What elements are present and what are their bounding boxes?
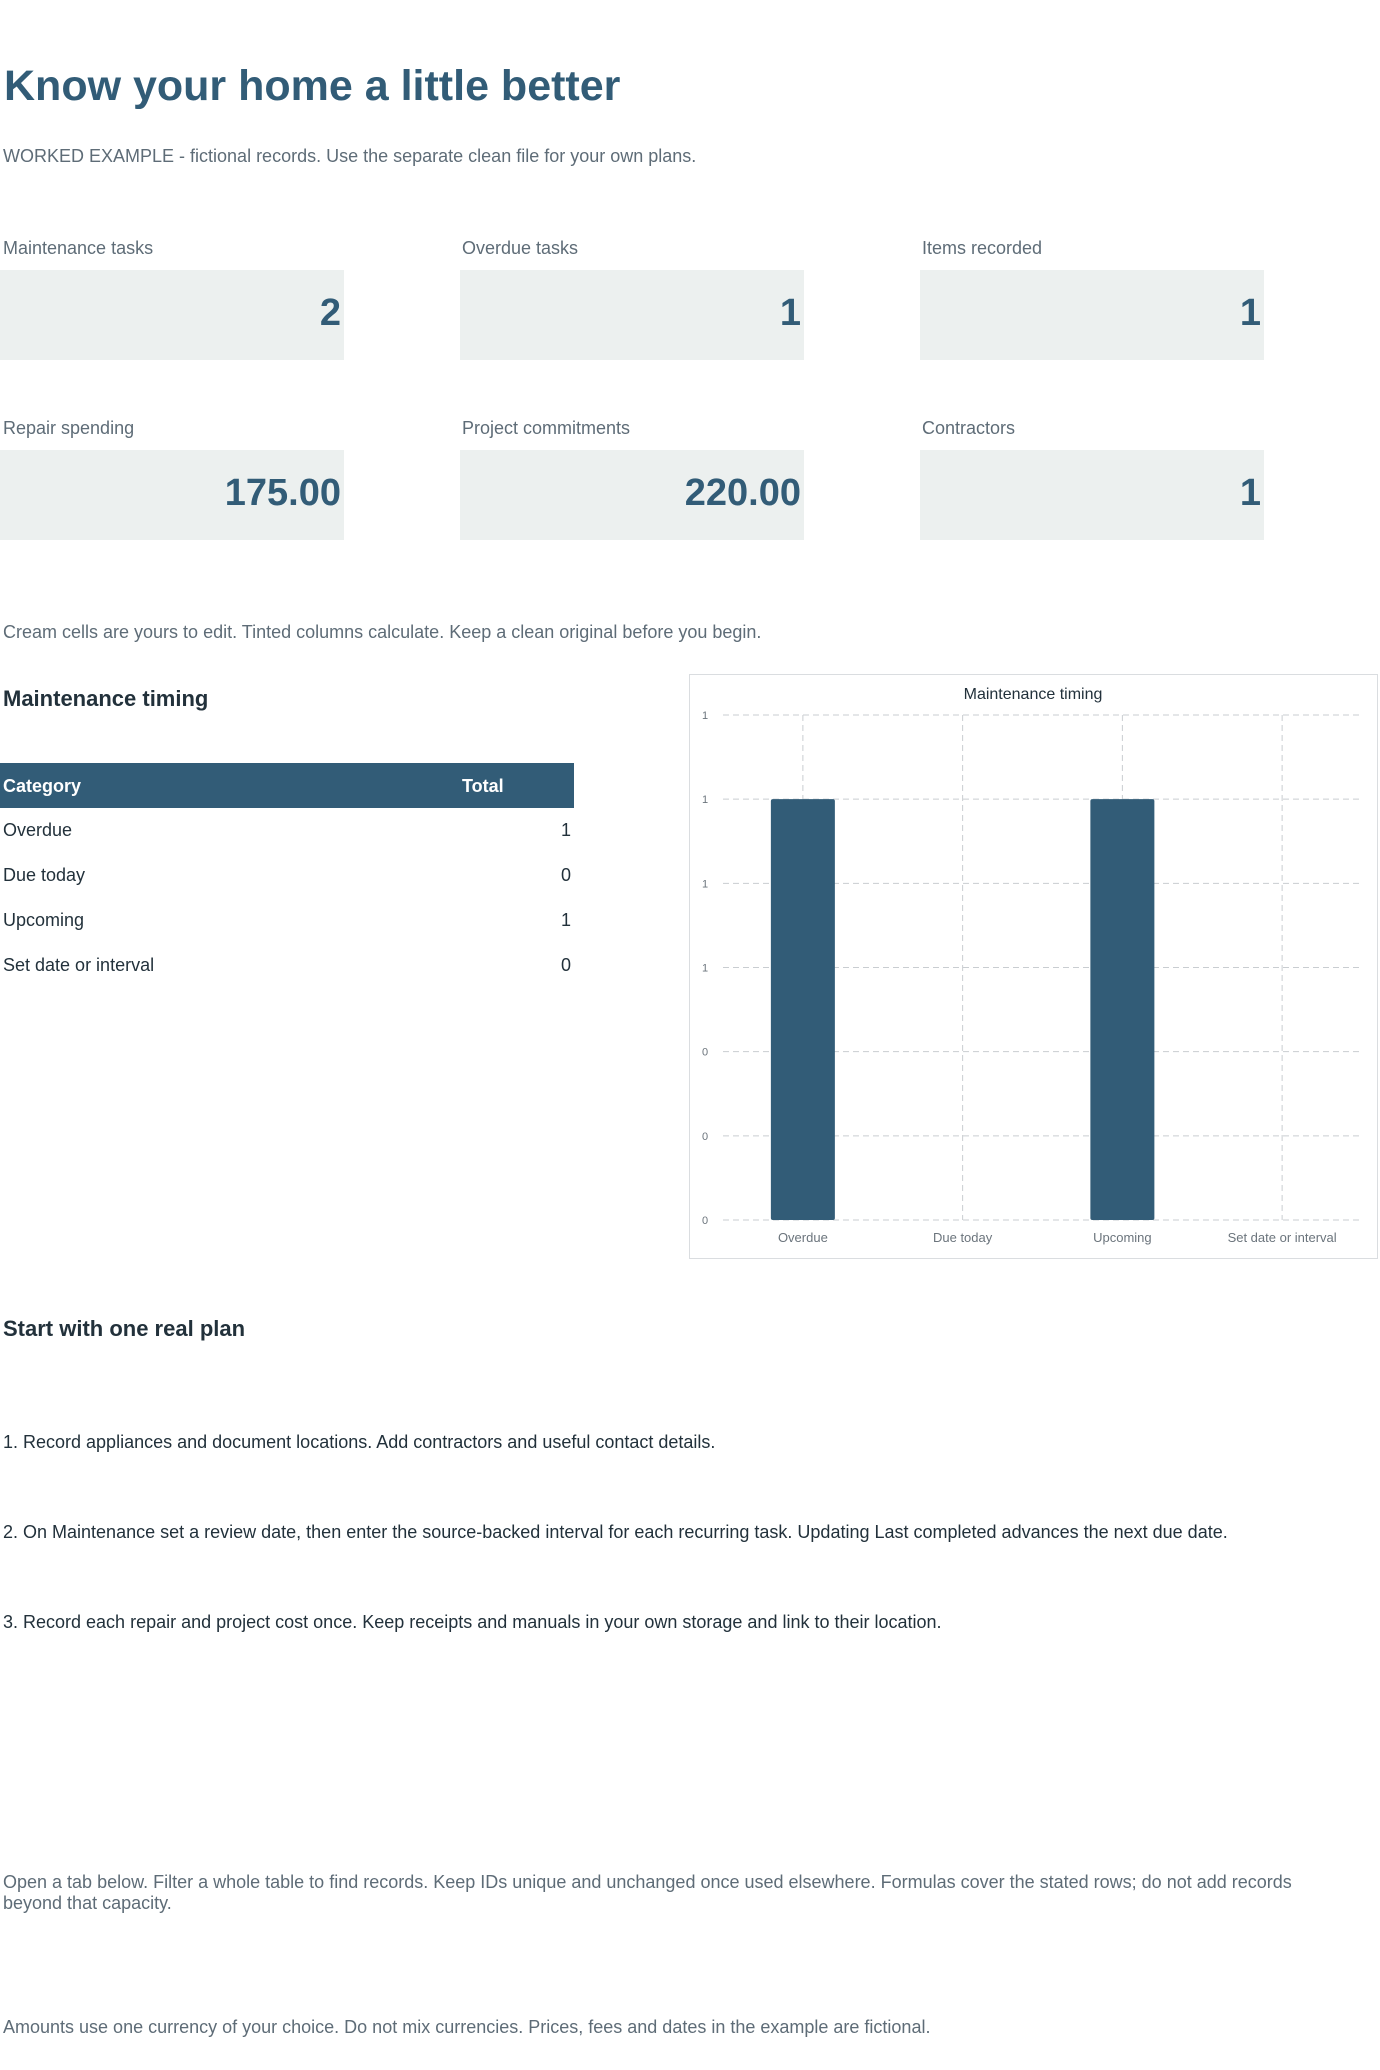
chart-x-tick-label: Upcoming bbox=[1093, 1230, 1152, 1245]
plan-step-3: 3. Record each repair and project cost o… bbox=[3, 1612, 942, 1632]
kpi-value-contractors: 1 bbox=[1239, 472, 1261, 514]
kpi-value-repair-spending: 175.00 bbox=[224, 472, 341, 514]
table-row[interactable]: Upcoming 1 bbox=[0, 898, 574, 943]
chart-y-tick-label: 0 bbox=[702, 1047, 708, 1059]
kpi-label-maintenance-tasks: Maintenance tasks bbox=[3, 238, 154, 258]
kpi-label-project-commitments: Project commitments bbox=[462, 418, 631, 438]
edit-note: Cream cells are yours to edit. Tinted co… bbox=[3, 622, 762, 642]
kpi-label-overdue-tasks: Overdue tasks bbox=[462, 238, 579, 258]
column-header-category: Category bbox=[3, 776, 82, 796]
currency-note: Amounts use one currency of your choice.… bbox=[3, 2017, 931, 2037]
column-header-total: Total bbox=[462, 776, 504, 796]
table-row[interactable]: Overdue 1 bbox=[0, 808, 574, 853]
table-row[interactable]: Set date or interval 0 bbox=[0, 943, 574, 988]
chart-bar bbox=[770, 799, 835, 1220]
chart-x-tick-label: Due today bbox=[933, 1230, 993, 1245]
tab-usage-note: Open a tab below. Filter a whole table t… bbox=[3, 1872, 1292, 1913]
chart-y-tick-label: 1 bbox=[702, 963, 708, 975]
kpi-card-contractors[interactable]: 1 bbox=[920, 450, 1264, 540]
chart-y-tick-label: 0 bbox=[702, 1215, 708, 1227]
page-title: Know your home a little better bbox=[4, 62, 621, 110]
maintenance-timing-chart[interactable]: Maintenance timing 0 0 0 1 1 1 1 Overdue Due tod… bbox=[689, 674, 1378, 1259]
kpi-value-maintenance-tasks: 2 bbox=[319, 292, 341, 334]
page-subtitle: WORKED EXAMPLE - fictional records. Use … bbox=[3, 146, 697, 166]
chart-bar bbox=[1090, 799, 1155, 1220]
kpi-card-project-commitments[interactable]: 220.00 bbox=[460, 450, 804, 540]
kpi-value-items-recorded: 1 bbox=[1239, 292, 1261, 334]
kpi-card-repair-spending[interactable]: 175.00 bbox=[0, 450, 344, 540]
chart-y-tick-label: 1 bbox=[702, 878, 708, 890]
kpi-label-items-recorded: Items recorded bbox=[922, 238, 1043, 258]
plan-section-heading: Start with one real plan bbox=[3, 1316, 246, 1341]
kpi-card-items-recorded[interactable]: 1 bbox=[920, 270, 1264, 360]
timing-section-heading: Maintenance timing bbox=[3, 686, 209, 711]
kpi-label-contractors: Contractors bbox=[922, 418, 1016, 438]
row-total: 1 bbox=[560, 820, 571, 840]
chart-canvas: Maintenance timing 0 0 0 1 1 1 1 Overdue Due tod… bbox=[702, 686, 1362, 1245]
chart-y-tick-label: 0 bbox=[702, 1131, 708, 1143]
chart-y-tick-label: 1 bbox=[702, 794, 708, 806]
kpi-card-maintenance-tasks[interactable]: 2 bbox=[0, 270, 344, 360]
row-category: Upcoming bbox=[3, 910, 85, 930]
table-row[interactable]: Due today 0 bbox=[0, 853, 574, 898]
kpi-card-overdue-tasks[interactable]: 1 bbox=[460, 270, 804, 360]
row-total: 0 bbox=[560, 865, 571, 885]
plan-step-1: 1. Record appliances and document locati… bbox=[3, 1432, 716, 1452]
kpi-value-project-commitments: 220.00 bbox=[684, 472, 801, 514]
row-category: Due today bbox=[3, 865, 86, 885]
chart-x-tick-label: Overdue bbox=[778, 1230, 828, 1245]
row-total: 0 bbox=[560, 955, 571, 975]
row-total: 1 bbox=[560, 910, 571, 930]
chart-y-tick-label: 1 bbox=[702, 710, 708, 722]
chart-x-tick-label: Set date or interval bbox=[1228, 1230, 1337, 1245]
chart-title: Maintenance timing bbox=[964, 686, 1103, 703]
plan-step-2: 2. On Maintenance set a review date, the… bbox=[3, 1522, 1228, 1542]
kpi-label-repair-spending: Repair spending bbox=[3, 418, 135, 438]
kpi-value-overdue-tasks: 1 bbox=[779, 292, 801, 334]
timing-table-header: Category Total bbox=[0, 763, 574, 808]
row-category: Set date or interval bbox=[3, 955, 155, 975]
row-category: Overdue bbox=[3, 820, 73, 840]
